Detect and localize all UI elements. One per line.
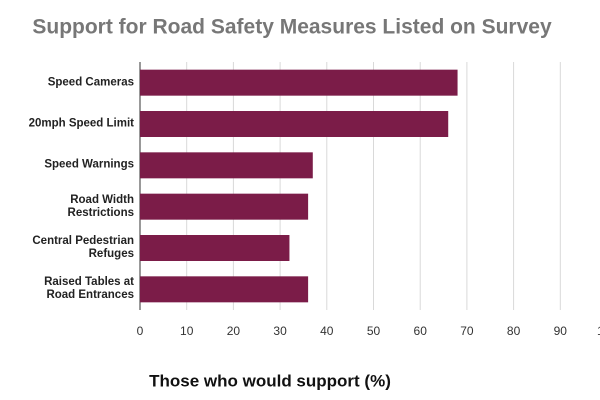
y-tick-label: Speed Warnings bbox=[44, 158, 134, 171]
bar bbox=[140, 69, 458, 96]
bar bbox=[140, 235, 290, 261]
x-tick-label: 50 bbox=[367, 324, 381, 338]
y-tick-label: Raised Tables at Road Entrances bbox=[44, 276, 134, 302]
bar bbox=[140, 276, 309, 303]
y-tick-label: Road Width Restrictions bbox=[67, 193, 134, 219]
x-tick-label: 0 bbox=[137, 324, 144, 338]
bar bbox=[140, 193, 309, 220]
y-tick-label: Central Pedestrian Refuges bbox=[32, 235, 134, 260]
x-tick-label: 30 bbox=[273, 324, 287, 338]
bar bbox=[140, 152, 313, 179]
x-tick-label: 100 bbox=[597, 324, 600, 338]
y-tick-label: 20mph Speed Limit bbox=[28, 117, 134, 130]
x-tick-label: 60 bbox=[414, 324, 428, 338]
chart-title: Support for Road Safety Measures Listed … bbox=[32, 16, 552, 39]
x-tick-label: 10 bbox=[180, 324, 194, 338]
x-tick-label: 90 bbox=[554, 324, 568, 338]
x-tick-label: 80 bbox=[507, 324, 521, 338]
x-tick-label: 40 bbox=[320, 324, 334, 338]
bar bbox=[140, 111, 449, 137]
x-tick-label: 70 bbox=[460, 324, 474, 338]
x-tick-label: 20 bbox=[227, 324, 241, 338]
y-tick-label: Speed Cameras bbox=[47, 76, 134, 89]
x-axis-label: Those who would support (%) bbox=[149, 371, 391, 390]
